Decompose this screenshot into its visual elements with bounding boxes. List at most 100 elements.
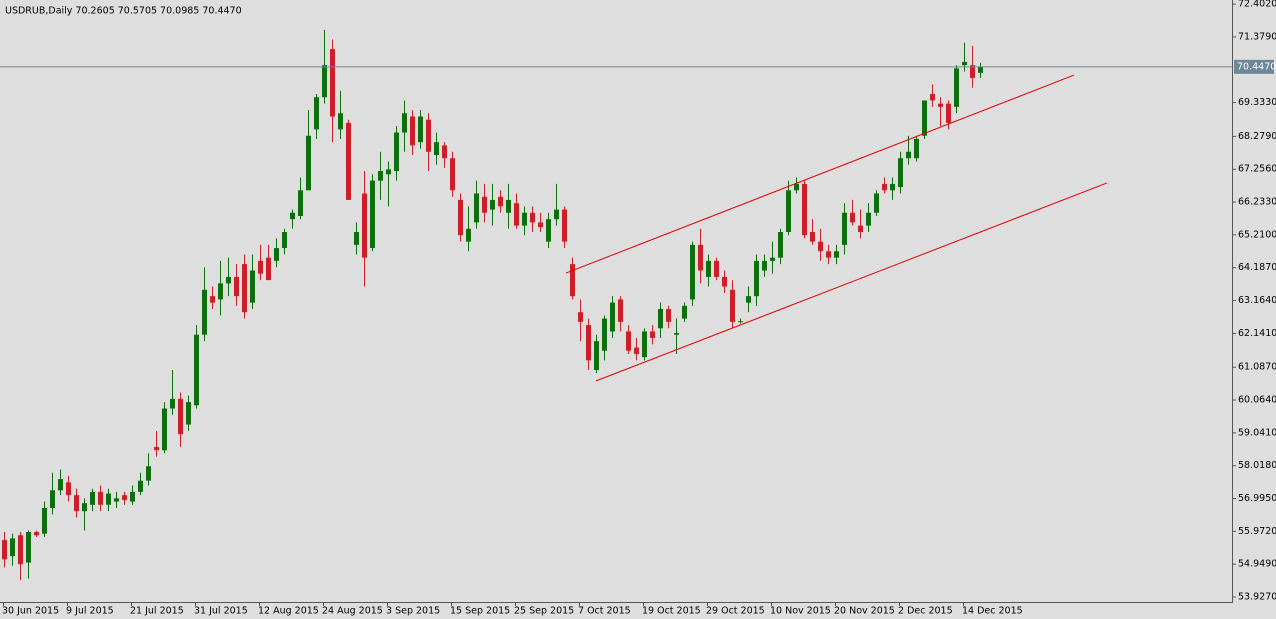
candle-body	[562, 209, 567, 242]
candle-body	[698, 244, 703, 271]
candle-body	[722, 276, 727, 287]
candle-body	[90, 491, 95, 505]
x-tick-label: 29 Oct 2015	[706, 606, 765, 617]
candle-body	[658, 309, 663, 329]
candle-body	[282, 232, 287, 249]
trendline	[595, 182, 1108, 382]
candle-body	[522, 212, 527, 226]
candle-body	[442, 145, 447, 159]
candle-body	[866, 212, 871, 226]
candle-body	[554, 209, 559, 220]
candle-body	[538, 222, 543, 228]
y-tick-label: 54.9490	[1238, 559, 1276, 570]
y-tick-label: 62.1410	[1238, 328, 1276, 339]
candle-body	[362, 193, 367, 258]
candle-body	[74, 495, 79, 512]
candle-body	[818, 241, 823, 252]
candle-body	[82, 503, 87, 512]
x-tick-label: 19 Oct 2015	[642, 606, 701, 617]
candle-body	[202, 289, 207, 335]
candle-body	[570, 264, 575, 297]
candle-body	[106, 493, 111, 505]
y-tick-label: 56.9950	[1238, 493, 1276, 504]
candle-body	[890, 183, 895, 191]
y-tick-label: 60.0640	[1238, 395, 1276, 406]
candle-body	[738, 321, 743, 323]
candle-body	[314, 97, 319, 130]
candle-body	[906, 151, 911, 159]
y-tick-label: 64.1870	[1238, 262, 1276, 273]
x-tick-label: 7 Oct 2015	[578, 606, 631, 617]
y-tick-label: 72.4020	[1238, 0, 1276, 10]
candle-body	[250, 270, 255, 303]
candle-body	[330, 49, 335, 117]
x-tick-label: 3 Sep 2015	[386, 606, 440, 617]
candle-body	[266, 257, 271, 281]
candle-body	[138, 480, 143, 492]
y-tick-label: 66.2330	[1238, 197, 1276, 208]
candle-body	[634, 347, 639, 354]
x-tick-label: 24 Aug 2015	[322, 606, 383, 617]
x-tick-label: 31 Jul 2015	[194, 606, 248, 617]
candle-body	[970, 65, 975, 78]
x-tick-label: 15 Sep 2015	[450, 606, 510, 617]
x-tick-label: 14 Dec 2015	[962, 606, 1023, 617]
x-tick-label: 30 Jun 2015	[2, 606, 59, 617]
candle-body	[618, 299, 623, 322]
candle-body	[506, 199, 511, 213]
candle-body	[394, 132, 399, 172]
candle-body	[154, 447, 159, 451]
candle-body	[354, 232, 359, 245]
y-tick-label: 67.2560	[1238, 164, 1276, 175]
candle-body	[186, 402, 191, 425]
y-tick-label: 55.9720	[1238, 526, 1276, 537]
y-tick-label: 53.9270	[1238, 591, 1276, 602]
candle-body	[690, 244, 695, 300]
candle-body	[626, 331, 631, 351]
candle-body	[834, 251, 839, 258]
price-label-box	[1234, 59, 1274, 74]
candle-body	[802, 183, 807, 236]
x-tick-label: 21 Jul 2015	[130, 606, 184, 617]
y-tick-label: 65.2100	[1238, 229, 1276, 240]
candle-body	[922, 100, 927, 136]
candle-body	[546, 219, 551, 242]
candle-body	[450, 158, 455, 191]
x-tick-label: 12 Aug 2015	[258, 606, 319, 617]
candle-body	[370, 180, 375, 249]
candle-body	[498, 196, 503, 207]
y-tick-label: 71.3790	[1238, 31, 1276, 42]
candle-body	[458, 199, 463, 236]
candle-body	[98, 491, 103, 505]
candle-body	[490, 199, 495, 210]
candle-body	[10, 538, 15, 557]
candle-body	[586, 325, 591, 361]
candle-body	[386, 169, 391, 175]
candle-body	[146, 466, 151, 481]
candle-body	[594, 341, 599, 370]
candle-body	[418, 116, 423, 143]
candle-body	[602, 318, 607, 351]
y-tick-label: 63.1640	[1238, 295, 1276, 306]
candle-body	[410, 116, 415, 146]
candle-body	[34, 532, 39, 536]
candle-body	[18, 535, 23, 565]
candle-body	[402, 113, 407, 133]
candle-body	[178, 398, 183, 435]
candle-body	[746, 296, 751, 303]
candle-body	[770, 257, 775, 261]
price-label: 70.4470	[1237, 61, 1276, 72]
candle-body	[706, 260, 711, 277]
candle-body	[194, 334, 199, 406]
x-tick-label: 9 Jul 2015	[66, 606, 114, 617]
candle-body	[346, 122, 351, 200]
candle-body	[58, 479, 63, 491]
candle-body	[226, 276, 231, 284]
candle-body	[514, 203, 519, 226]
candle-body	[962, 61, 967, 66]
x-tick-label: 20 Nov 2015	[834, 606, 895, 617]
candle-body	[938, 103, 943, 107]
candle-body	[258, 260, 263, 274]
candle-body	[794, 183, 799, 191]
